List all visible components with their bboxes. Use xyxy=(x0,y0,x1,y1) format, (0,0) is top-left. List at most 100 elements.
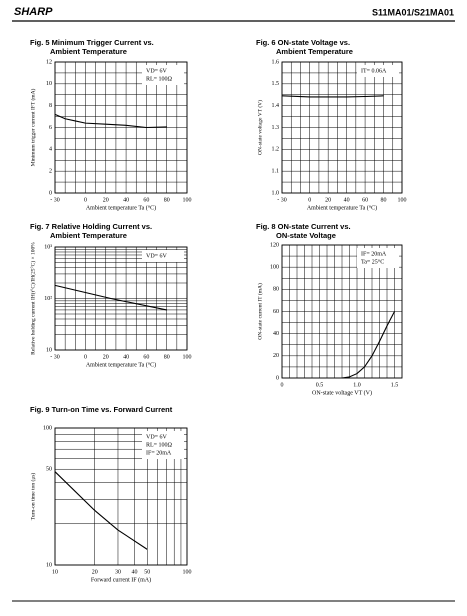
brand: SHARP xyxy=(14,6,53,18)
y-tick-label: 4 xyxy=(49,147,52,153)
y-tick-label: 10 xyxy=(46,347,52,353)
annotation-box xyxy=(142,65,184,85)
curve xyxy=(341,311,395,379)
annotation-box xyxy=(142,250,184,262)
x-tick-label: 80 xyxy=(164,197,170,203)
y-tick-label: 10² xyxy=(44,296,52,302)
chart-title: Ambient Temperature xyxy=(50,231,127,240)
x-tick-label: 40 xyxy=(123,197,129,203)
curve xyxy=(54,113,167,129)
x-tick-label: 20 xyxy=(103,197,109,203)
y-tick-label: 1.1 xyxy=(272,169,280,175)
x-tick-label: 1.0 xyxy=(353,382,361,388)
x-tick-label: 100 xyxy=(183,197,192,203)
y-tick-label: 80 xyxy=(273,287,279,293)
y-tick-label: 100 xyxy=(270,265,279,271)
plot-frame xyxy=(54,427,188,566)
y-tick-label: 1.2 xyxy=(272,147,280,153)
y-tick-label: 1.4 xyxy=(272,103,280,109)
y-tick-label: 12 xyxy=(46,59,52,65)
y-tick-label: 1.6 xyxy=(272,59,280,65)
x-tick-label: 20 xyxy=(325,197,331,203)
annotation: IF= 20mA xyxy=(146,450,172,456)
y-axis-label: Turn-on time ton (μs) xyxy=(29,473,36,521)
x-axis-label: Ambient temperature Ta (°C) xyxy=(86,361,156,368)
y-tick-label: 40 xyxy=(273,331,279,337)
annotation-box xyxy=(142,431,184,459)
curve xyxy=(54,471,148,550)
curve xyxy=(54,284,167,311)
model: S11MA01/S21MA01 xyxy=(372,7,454,17)
chart-title: Fig. 5 Minimum Trigger Current vs. xyxy=(30,38,154,47)
x-tick-label: 40 xyxy=(131,569,137,575)
x-tick-label: 100 xyxy=(398,197,407,203)
y-tick-label: 8 xyxy=(49,103,52,109)
x-tick-label: 60 xyxy=(143,197,149,203)
y-axis-label: ON-state current IT (mA) xyxy=(256,283,263,340)
x-tick-label: 40 xyxy=(344,197,350,203)
annotation: RL= 100Ω xyxy=(146,442,173,448)
x-tick-label: - 30 xyxy=(277,197,287,203)
x-tick-label: 60 xyxy=(362,197,368,203)
y-tick-label: 2 xyxy=(49,169,52,175)
plot-frame xyxy=(54,246,188,351)
x-tick-label: 0 xyxy=(84,354,87,360)
x-tick-label: 60 xyxy=(143,354,149,360)
y-tick-label: 0 xyxy=(49,190,52,196)
x-tick-label: 40 xyxy=(123,354,129,360)
y-tick-label: 1.3 xyxy=(272,125,280,131)
x-tick-label: 80 xyxy=(164,354,170,360)
annotation: VD= 6V xyxy=(146,434,168,440)
y-tick-label: 120 xyxy=(270,242,279,248)
y-tick-label: 1.0 xyxy=(272,190,280,196)
x-tick-label: 30 xyxy=(115,569,121,575)
x-tick-label: 80 xyxy=(381,197,387,203)
x-axis-label: Ambient temperature Ta (°C) xyxy=(86,204,156,211)
y-tick-label: 0 xyxy=(276,375,279,381)
x-axis-label: ON-state voltage VT (V) xyxy=(312,389,372,396)
chart-title: ON-state Voltage xyxy=(276,231,336,240)
chart-title: Fig. 9 Turn-on Time vs. Forward Current xyxy=(30,405,173,414)
y-tick-label: 10 xyxy=(46,81,52,87)
x-tick-label: 100 xyxy=(183,569,192,575)
y-tick-label: 10³ xyxy=(44,244,52,250)
x-tick-label: 0 xyxy=(281,382,284,388)
x-tick-label: - 30 xyxy=(50,197,60,203)
y-tick-label: 60 xyxy=(273,309,279,315)
annotation-box xyxy=(357,65,399,77)
chart-title: Ambient Temperature xyxy=(50,47,127,56)
y-axis-label: Minimum trigger current IFT (mA) xyxy=(29,88,36,166)
y-tick-label: 20 xyxy=(273,353,279,359)
plot-frame xyxy=(54,61,188,194)
annotation: VD= 6V xyxy=(146,253,168,259)
y-tick-label: 50 xyxy=(46,467,52,473)
x-tick-label: 1.5 xyxy=(391,382,399,388)
y-axis-label: Relative holding current IH(t°C)/IH(25°C… xyxy=(29,242,36,355)
annotation: RL= 100Ω xyxy=(146,76,173,82)
plot-frame xyxy=(281,61,403,194)
annotation: IF= 20mA xyxy=(361,251,387,257)
chart-title: Fig. 8 ON-state Current vs. xyxy=(256,222,351,231)
x-tick-label: 20 xyxy=(92,569,98,575)
y-tick-label: 100 xyxy=(43,425,52,431)
chart-title: Fig. 7 Relative Holding Current vs. xyxy=(30,222,152,231)
x-tick-label: 20 xyxy=(103,354,109,360)
annotation: VD= 6V xyxy=(146,68,168,74)
y-tick-label: 6 xyxy=(49,125,52,131)
chart-title: Fig. 6 ON-state Voltage vs. xyxy=(256,38,350,47)
annotation: Ta= 25°C xyxy=(361,258,384,265)
annotation: IT= 0.06A xyxy=(361,68,387,74)
y-tick-label: 10 xyxy=(46,562,52,568)
x-tick-label: 100 xyxy=(183,354,192,360)
curve xyxy=(281,95,384,98)
x-tick-label: 0 xyxy=(308,197,311,203)
x-tick-label: 10 xyxy=(52,569,58,575)
x-tick-label: 50 xyxy=(144,569,150,575)
x-tick-label: - 30 xyxy=(50,354,60,360)
y-axis-label: ON-state voltage VT (V) xyxy=(256,100,263,155)
x-tick-label: 0 xyxy=(84,197,87,203)
x-tick-label: 0.5 xyxy=(316,382,324,388)
annotation-box xyxy=(357,248,399,268)
y-tick-label: 1.5 xyxy=(272,81,280,87)
